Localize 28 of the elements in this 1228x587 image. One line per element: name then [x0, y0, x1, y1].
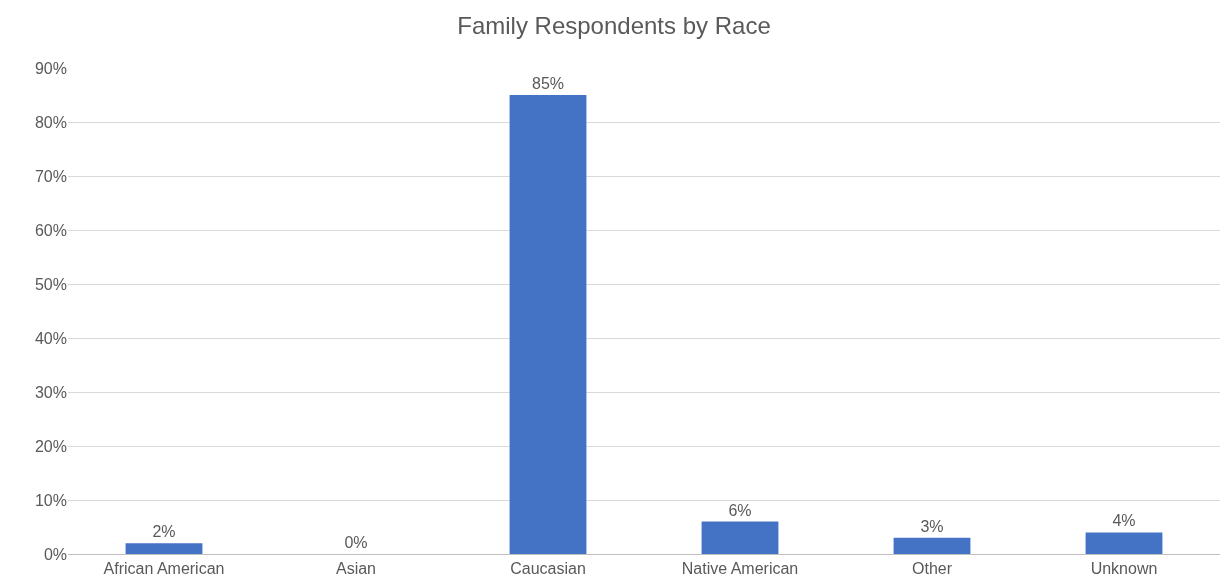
- data-label: 85%: [531, 75, 565, 92]
- chart-title: Family Respondents by Race: [457, 12, 771, 40]
- bar: [893, 537, 971, 554]
- y-tick-label: 0%: [43, 545, 67, 563]
- x-tick-label: African American: [103, 560, 225, 578]
- y-tick-label: 10%: [34, 491, 67, 509]
- y-tick-label: 80%: [34, 113, 67, 131]
- x-tick-label: Unknown: [1090, 560, 1158, 578]
- x-tick-label: Asian: [335, 560, 377, 578]
- y-tick-label: 90%: [34, 59, 67, 77]
- y-tick-label: 60%: [34, 221, 67, 239]
- data-label: 0%: [344, 534, 368, 551]
- bar: [509, 95, 587, 554]
- bar: [1085, 532, 1163, 554]
- y-tick-label: 40%: [34, 329, 67, 347]
- data-label: 2%: [152, 523, 176, 541]
- data-label: 3%: [920, 517, 944, 535]
- data-label: 4%: [1112, 512, 1136, 530]
- x-tick-label: Native American: [681, 560, 799, 578]
- y-tick-label: 30%: [34, 383, 67, 401]
- bar: [701, 521, 779, 554]
- data-label: 6%: [728, 501, 752, 519]
- x-tick-label: Caucasian: [510, 560, 586, 578]
- bar: [125, 543, 203, 554]
- y-tick-label: 20%: [34, 437, 67, 455]
- x-tick-label: Other: [911, 560, 953, 578]
- y-tick-label: 50%: [34, 275, 67, 293]
- y-tick-label: 70%: [34, 167, 67, 185]
